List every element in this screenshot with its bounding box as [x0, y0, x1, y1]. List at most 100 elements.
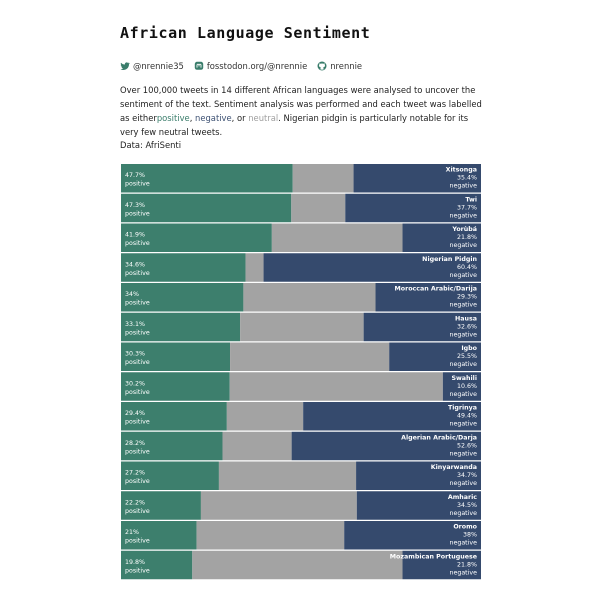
negative-value-label: 60.4% [457, 264, 477, 271]
bar-row [121, 164, 481, 193]
negative-value-label: 32.6% [457, 323, 477, 330]
positive-label: positive [125, 508, 150, 515]
github-icon [317, 61, 327, 71]
negative-label: negative [449, 450, 477, 457]
bar-negative [356, 461, 481, 490]
bar-negative [363, 312, 481, 342]
bar-negative [353, 164, 481, 193]
positive-value-label: 34% [125, 291, 139, 298]
positive-label: positive [125, 389, 150, 396]
bar-neutral [218, 461, 357, 490]
positive-label: positive [125, 181, 150, 188]
positive-value-label: 30.3% [125, 351, 145, 358]
negative-value-label: 21.8% [457, 561, 477, 568]
bar-row [121, 193, 481, 223]
github-handle[interactable]: nrennie [330, 61, 363, 71]
negative-label: negative [449, 272, 477, 279]
bar-negative [402, 550, 481, 580]
bar-negative [389, 342, 481, 371]
negative-label: negative [449, 391, 477, 398]
positive-value-label: 29.4% [125, 410, 145, 417]
positive-label: positive [125, 300, 150, 307]
data-source: Data: AfriSenti [120, 140, 182, 150]
negative-value-label: 37.7% [457, 204, 477, 211]
bar-negative [356, 491, 481, 520]
bar-neutral [196, 521, 345, 550]
mastodon-icon [194, 61, 204, 71]
negative-value-label: 49.4% [457, 413, 477, 420]
negative-label: negative [449, 510, 477, 517]
bar-row [121, 491, 481, 520]
bar-neutral [230, 342, 390, 371]
positive-word: positive [156, 113, 190, 123]
positive-label: positive [125, 478, 150, 485]
negative-value-label: 29.3% [457, 294, 477, 301]
bar-row [121, 342, 481, 371]
bar-negative [344, 521, 481, 550]
negative-value-label: 25.5% [457, 353, 477, 360]
bar-neutral [226, 402, 304, 431]
positive-value-label: 47.7% [125, 172, 145, 179]
language-label: Twi [465, 196, 477, 203]
positive-value-label: 21% [125, 529, 139, 536]
language-label: Tigrinya [448, 405, 477, 412]
positive-value-label: 34.6% [125, 261, 145, 268]
language-label: Swahili [451, 375, 477, 382]
negative-label: negative [449, 361, 477, 368]
bar-negative [263, 253, 481, 282]
language-label: Oromo [453, 524, 477, 531]
negative-label: negative [449, 302, 477, 309]
bar-negative [303, 402, 481, 431]
bar-row [121, 283, 481, 312]
bar-positive [121, 491, 201, 520]
bar-row [121, 312, 481, 342]
bar-negative [375, 283, 481, 312]
bar-neutral [292, 164, 354, 193]
bar-row [121, 431, 481, 461]
language-label: Kinyarwanda [431, 464, 477, 471]
language-label: Amharic [448, 494, 477, 501]
language-label: Yorùbá [451, 225, 477, 233]
negative-value-label: 34.5% [457, 502, 477, 509]
positive-value-label: 19.8% [125, 559, 145, 566]
negative-value-label: 38% [463, 532, 477, 539]
positive-value-label: 28.2% [125, 440, 145, 447]
twitter-handle[interactable]: @nrennie35 [133, 61, 184, 71]
bar-neutral [240, 312, 364, 342]
negative-label: negative [449, 212, 477, 219]
bar-neutral [243, 283, 376, 312]
negative-value-label: 34.7% [457, 472, 477, 479]
positive-value-label: 27.2% [125, 470, 145, 477]
negative-label: negative [449, 480, 477, 487]
bar-row [121, 550, 481, 580]
negative-word: negative [195, 113, 232, 123]
bar-row [121, 253, 481, 282]
negative-label: negative [449, 183, 477, 190]
positive-label: positive [125, 270, 150, 277]
positive-label: positive [125, 419, 150, 426]
bar-positive [121, 372, 230, 401]
bar-positive [121, 253, 246, 282]
negative-value-label: 21.8% [457, 234, 477, 241]
language-label: Nigerian Pidgin [422, 256, 477, 263]
negative-label: negative [449, 569, 477, 576]
mastodon-handle[interactable]: fosstodon.org/@nrennie [206, 61, 308, 71]
bar-negative [442, 372, 481, 401]
language-label: Algerian Arabic/Darja [401, 434, 477, 441]
negative-label: negative [449, 331, 477, 338]
bar-row [121, 402, 481, 431]
positive-label: positive [125, 538, 150, 545]
bar-positive [121, 164, 293, 193]
bar-neutral [271, 223, 403, 252]
positive-label: positive [125, 359, 150, 366]
positive-label: positive [125, 448, 150, 455]
language-label: Xitsonga [446, 167, 477, 174]
bar-neutral [192, 550, 403, 580]
bar-positive [121, 283, 244, 312]
positive-value-label: 30.2% [125, 380, 145, 387]
bar-positive [121, 223, 272, 252]
bar-positive [121, 342, 231, 371]
bar-negative [345, 193, 481, 223]
bar-negative [291, 431, 481, 461]
